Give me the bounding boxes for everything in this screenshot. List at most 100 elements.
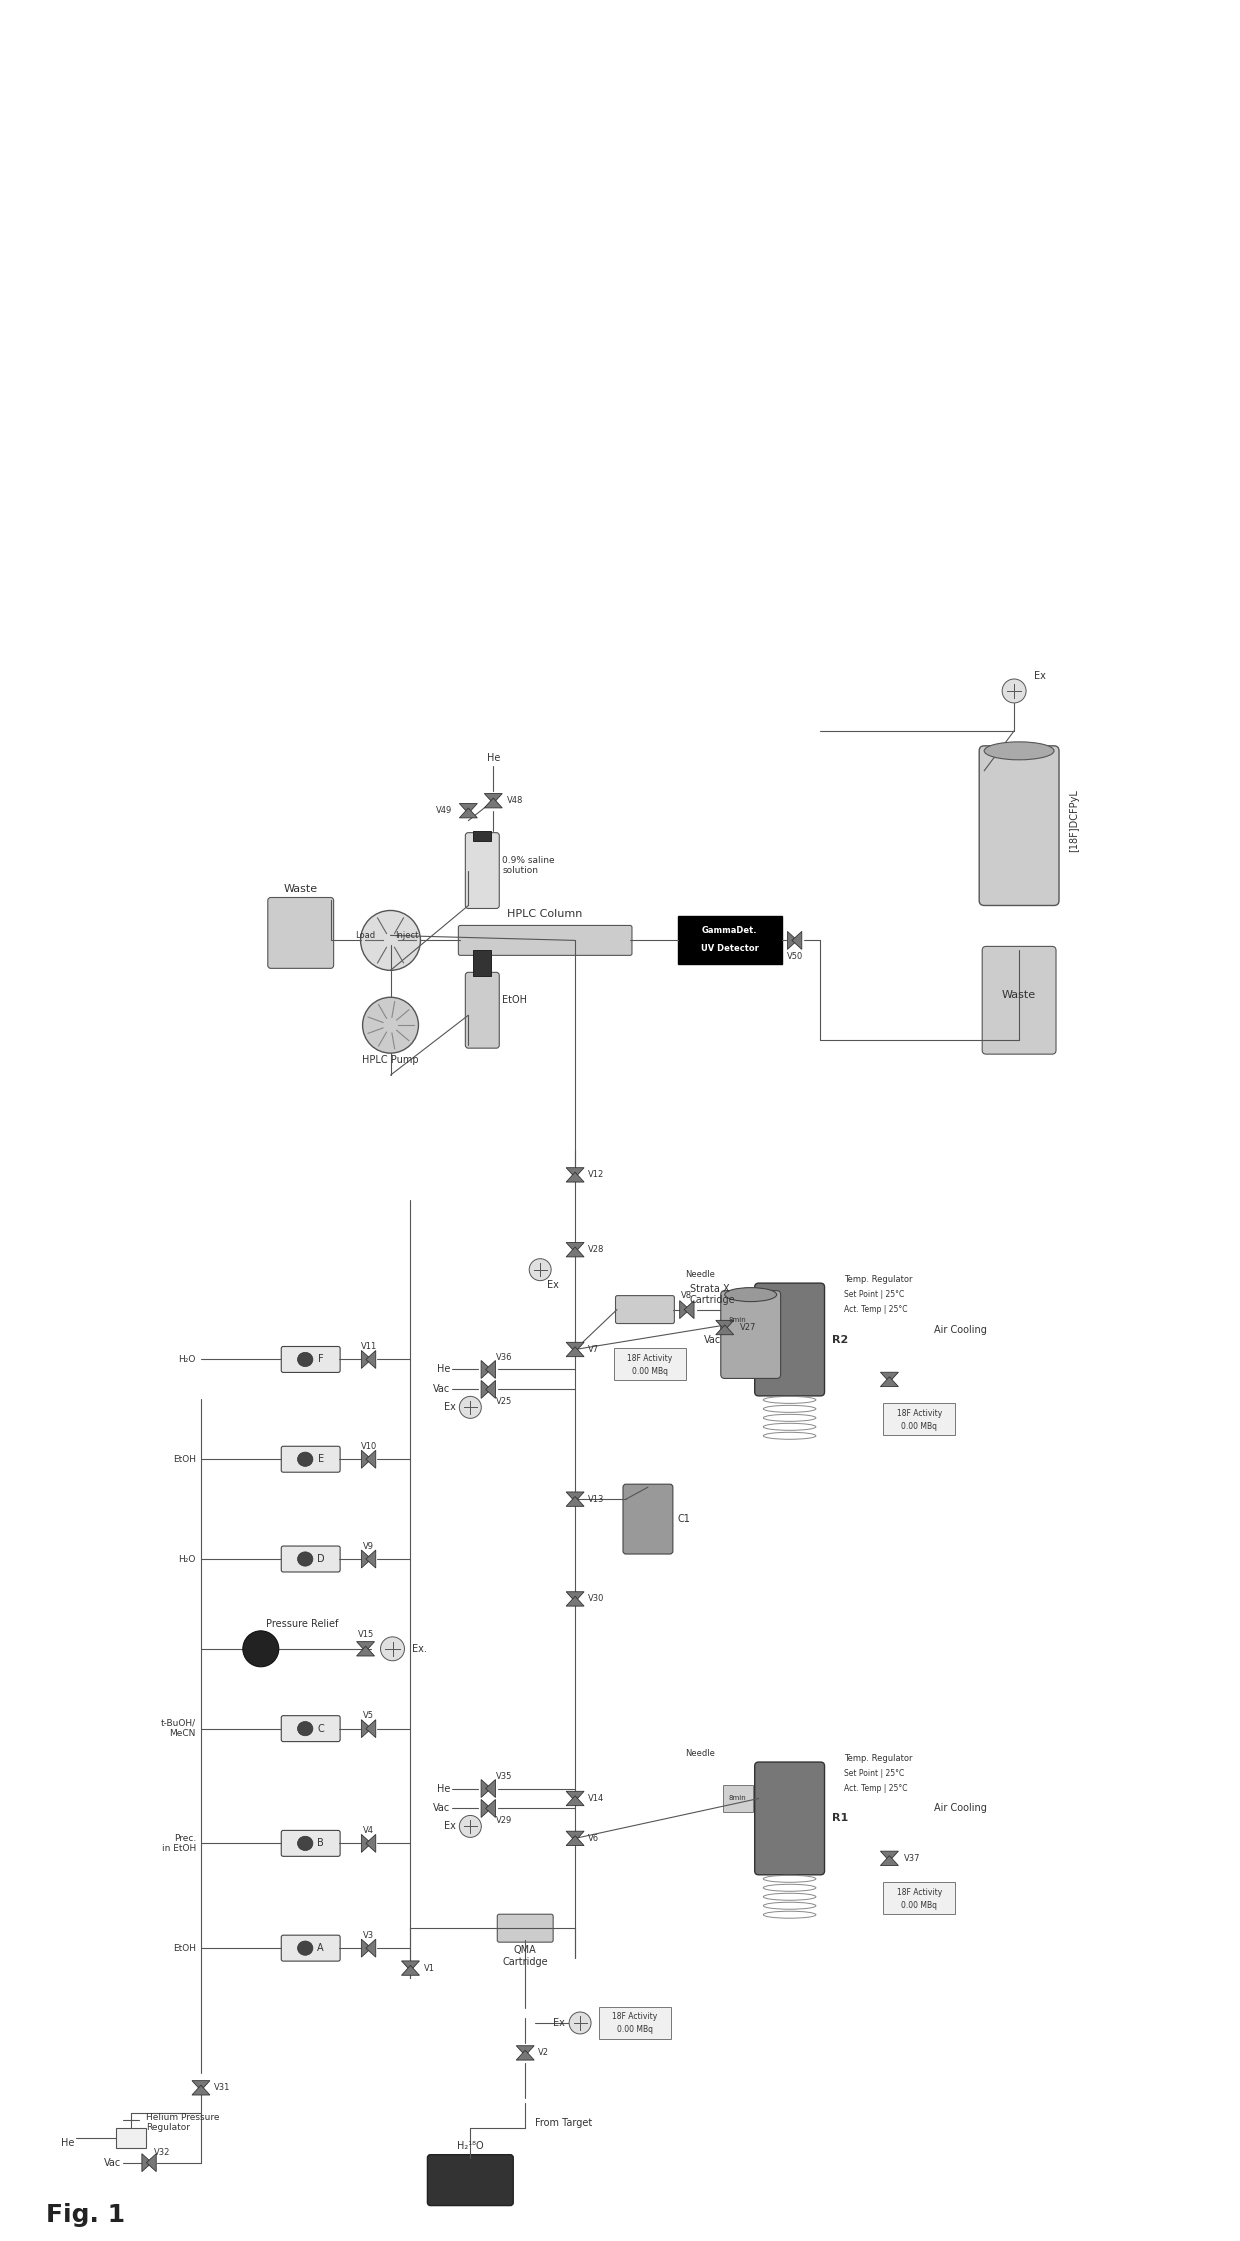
FancyBboxPatch shape: [883, 1403, 955, 1434]
Polygon shape: [366, 1938, 376, 1956]
Text: V27: V27: [740, 1322, 756, 1331]
Text: H₂¹⁸O: H₂¹⁸O: [458, 2140, 484, 2151]
Text: V25: V25: [496, 1396, 512, 1405]
FancyBboxPatch shape: [982, 946, 1056, 1053]
Polygon shape: [567, 1596, 584, 1607]
Text: E: E: [317, 1454, 324, 1463]
Polygon shape: [880, 1851, 898, 1860]
Ellipse shape: [298, 1452, 312, 1466]
Polygon shape: [192, 2080, 210, 2091]
FancyBboxPatch shape: [465, 834, 500, 908]
Polygon shape: [402, 1965, 419, 1974]
Circle shape: [381, 1636, 404, 1661]
Circle shape: [362, 997, 418, 1053]
Text: V2: V2: [538, 2048, 549, 2057]
Circle shape: [1002, 679, 1025, 704]
FancyBboxPatch shape: [622, 1484, 673, 1553]
FancyBboxPatch shape: [720, 1291, 781, 1378]
Text: Ex: Ex: [444, 1403, 456, 1412]
Polygon shape: [567, 1795, 584, 1806]
FancyBboxPatch shape: [723, 1307, 753, 1333]
Text: V9: V9: [363, 1542, 374, 1551]
Polygon shape: [361, 1450, 371, 1468]
FancyBboxPatch shape: [428, 2154, 513, 2205]
Text: Pressure Relief: Pressure Relief: [265, 1618, 339, 1629]
Text: V10: V10: [361, 1441, 377, 1450]
Ellipse shape: [298, 1351, 312, 1367]
Polygon shape: [567, 1791, 584, 1802]
FancyBboxPatch shape: [281, 1831, 340, 1856]
Text: V7: V7: [588, 1345, 599, 1354]
Text: Vac: Vac: [433, 1804, 450, 1813]
Text: GammaDet.: GammaDet.: [702, 926, 758, 934]
Text: [18F]DCFPyL: [18F]DCFPyL: [1069, 789, 1079, 852]
Text: Set Point | 25°C: Set Point | 25°C: [844, 1291, 905, 1300]
Text: 0.00 MBq: 0.00 MBq: [618, 2026, 653, 2035]
Text: 18F Activity: 18F Activity: [897, 1887, 942, 1896]
Polygon shape: [485, 798, 502, 809]
Text: V31: V31: [215, 2084, 231, 2093]
Text: Needle: Needle: [684, 1748, 714, 1759]
Polygon shape: [567, 1242, 584, 1253]
Text: QMA
Cartridge: QMA Cartridge: [502, 1945, 548, 1968]
Text: D: D: [316, 1553, 325, 1564]
Polygon shape: [486, 1360, 496, 1378]
Text: Vac: Vac: [433, 1385, 450, 1394]
Text: Ex.: Ex.: [413, 1645, 428, 1654]
Polygon shape: [366, 1835, 376, 1853]
Polygon shape: [366, 1351, 376, 1369]
Text: H₂O: H₂O: [179, 1555, 196, 1564]
Polygon shape: [567, 1347, 584, 1356]
Text: V37: V37: [904, 1853, 921, 1862]
Polygon shape: [486, 1380, 496, 1398]
Polygon shape: [567, 1246, 584, 1257]
Text: 8min: 8min: [729, 1315, 746, 1322]
Text: V49: V49: [436, 807, 453, 816]
Text: Ex: Ex: [1034, 670, 1047, 681]
Polygon shape: [459, 809, 477, 818]
Text: V35: V35: [496, 1773, 512, 1782]
Text: EtOH: EtOH: [502, 995, 527, 1006]
Polygon shape: [361, 1351, 371, 1369]
Text: R1: R1: [832, 1813, 848, 1824]
Polygon shape: [516, 2051, 534, 2059]
Text: Vac: Vac: [104, 2158, 122, 2167]
Polygon shape: [787, 932, 797, 950]
FancyBboxPatch shape: [268, 896, 334, 968]
Polygon shape: [366, 1551, 376, 1569]
Polygon shape: [361, 1551, 371, 1569]
Text: H₂O: H₂O: [179, 1356, 196, 1365]
Polygon shape: [481, 1380, 491, 1398]
Circle shape: [569, 2012, 591, 2035]
Text: He: He: [486, 753, 500, 762]
Text: Inject: Inject: [396, 930, 419, 939]
Text: Ex: Ex: [444, 1822, 456, 1831]
FancyBboxPatch shape: [723, 1784, 753, 1813]
Ellipse shape: [985, 742, 1054, 760]
Polygon shape: [880, 1371, 898, 1383]
Polygon shape: [486, 1779, 496, 1797]
Text: B: B: [317, 1838, 324, 1849]
FancyBboxPatch shape: [614, 1349, 686, 1380]
Text: R2: R2: [832, 1333, 848, 1345]
Polygon shape: [880, 1856, 898, 1865]
Text: Set Point | 25°C: Set Point | 25°C: [844, 1768, 905, 1777]
Text: He: He: [436, 1365, 450, 1374]
Ellipse shape: [298, 1941, 312, 1956]
Text: 18F Activity: 18F Activity: [613, 2012, 657, 2021]
Polygon shape: [146, 2154, 156, 2172]
Ellipse shape: [298, 1721, 312, 1737]
Polygon shape: [792, 932, 802, 950]
Text: Air Cooling: Air Cooling: [934, 1324, 987, 1336]
Text: He: He: [61, 2138, 74, 2147]
Text: V28: V28: [588, 1246, 604, 1255]
Polygon shape: [361, 1938, 371, 1956]
FancyBboxPatch shape: [497, 1914, 553, 1943]
Text: C: C: [317, 1723, 324, 1735]
FancyBboxPatch shape: [281, 1347, 340, 1371]
FancyBboxPatch shape: [465, 973, 500, 1049]
Text: V50: V50: [786, 952, 802, 961]
Text: A: A: [317, 1943, 324, 1954]
Text: 0.00 MBq: 0.00 MBq: [901, 1900, 937, 1909]
Text: 8min: 8min: [729, 1795, 746, 1802]
